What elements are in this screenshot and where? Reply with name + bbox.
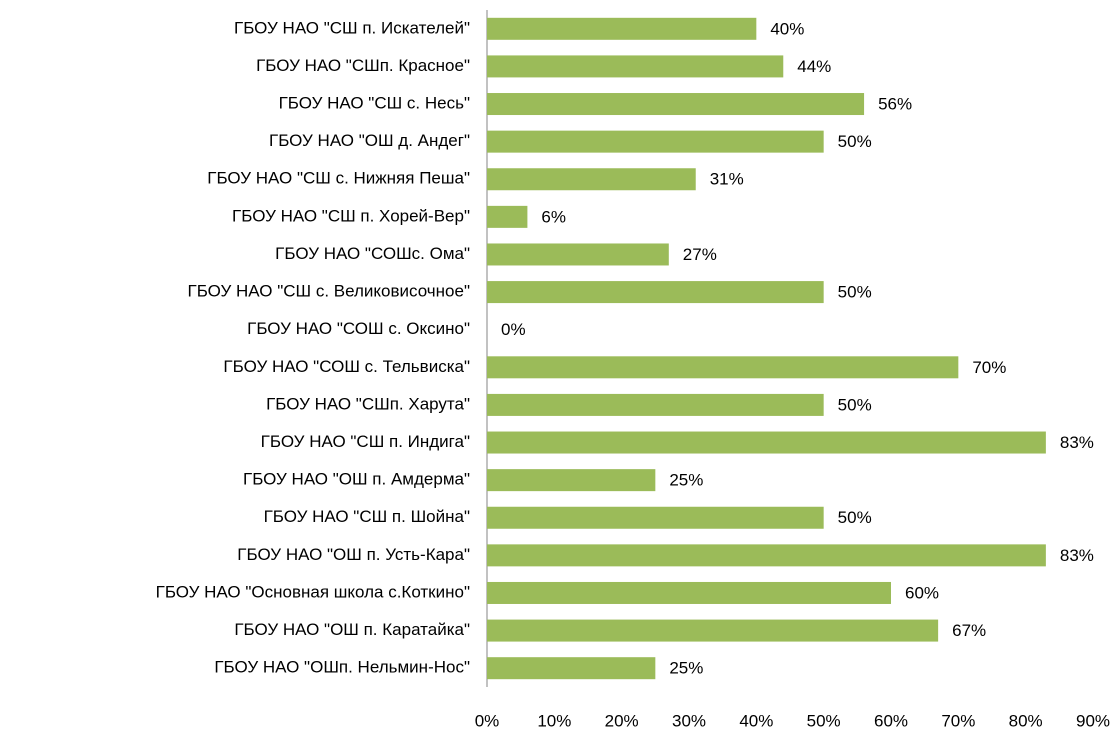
bar: [487, 93, 865, 116]
x-tick-label: 40%: [739, 711, 773, 730]
bar: [487, 619, 939, 642]
value-label: 56%: [878, 95, 912, 114]
x-tick-label: 30%: [672, 711, 706, 730]
value-label: 50%: [838, 283, 872, 302]
y-tick-label: ГБОУ НАО "СШ с. Великовисочное": [187, 282, 470, 301]
value-label: 83%: [1060, 546, 1094, 565]
y-tick-label: ГБОУ НАО "СОШс. Ома": [275, 244, 470, 263]
value-label: 40%: [770, 19, 804, 38]
bar: [487, 17, 757, 40]
value-label: 50%: [838, 132, 872, 151]
x-tick-label: 90%: [1076, 711, 1110, 730]
value-label: 50%: [838, 508, 872, 527]
value-label: 70%: [972, 358, 1006, 377]
bar: [487, 506, 824, 529]
y-tick-label: ГБОУ НАО "СШ п. Искателей": [234, 18, 470, 37]
value-label: 0%: [501, 320, 526, 339]
y-tick-label: ГБОУ НАО "ОШ п. Каратайка": [234, 620, 470, 639]
y-tick-label: ГБОУ НАО "ОШ п. Амдерма": [243, 470, 470, 489]
bar: [487, 544, 1046, 567]
x-tick-label: 80%: [1009, 711, 1043, 730]
y-tick-label: ГБОУ НАО "СШ п. Шойна": [264, 507, 470, 526]
bar: [487, 205, 528, 228]
x-tick-label: 70%: [941, 711, 975, 730]
y-tick-label: ГБОУ НАО "СШп. Красное": [256, 56, 470, 75]
bar: [487, 130, 824, 153]
value-label: 67%: [952, 621, 986, 640]
value-label: 6%: [541, 207, 566, 226]
value-label: 60%: [905, 583, 939, 602]
y-tick-label: ГБОУ НАО "СШ с. Нижняя Пеша": [207, 169, 470, 188]
x-tick-label: 0%: [475, 711, 500, 730]
bar: [487, 431, 1046, 454]
bar: [487, 469, 656, 492]
y-tick-label: ГБОУ НАО "СШ п. Хорей-Вер": [232, 206, 470, 225]
x-tick-label: 50%: [807, 711, 841, 730]
y-tick-label: ГБОУ НАО "СШ с. Несь": [279, 94, 470, 113]
value-label: 27%: [683, 245, 717, 264]
x-tick-label: 60%: [874, 711, 908, 730]
y-tick-label: ГБОУ НАО "СШп. Харута": [266, 394, 470, 413]
y-tick-label: ГБОУ НАО "СОШ с. Оксино": [247, 319, 470, 338]
y-tick-label: ГБОУ НАО "СОШ с. Тельвиска": [223, 357, 470, 376]
y-tick-label: ГБОУ НАО "ОШ д. Андег": [269, 131, 470, 150]
value-label: 25%: [669, 471, 703, 490]
y-tick-label: ГБОУ НАО "ОШп. Нельмин-Нос": [214, 658, 470, 677]
value-label: 31%: [710, 170, 744, 189]
value-label: 44%: [797, 57, 831, 76]
value-label: 25%: [669, 659, 703, 678]
bar: [487, 55, 784, 78]
x-tick-label: 10%: [537, 711, 571, 730]
value-label: 50%: [838, 395, 872, 414]
bar: [487, 393, 824, 416]
bar: [487, 281, 824, 304]
y-tick-label: ГБОУ НАО "ОШ п. Усть-Кара": [237, 545, 470, 564]
x-tick-label: 20%: [605, 711, 639, 730]
bar: [487, 243, 669, 266]
bar: [487, 581, 891, 604]
bar: [487, 356, 959, 379]
y-tick-label: ГБОУ НАО "СШ п. Индига": [261, 432, 470, 451]
bar: [487, 657, 656, 680]
bar: [487, 168, 696, 191]
value-label: 83%: [1060, 433, 1094, 452]
y-tick-label: ГБОУ НАО "Основная школа с.Коткино": [156, 582, 470, 601]
